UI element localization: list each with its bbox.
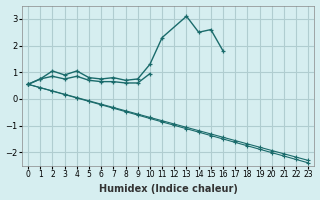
X-axis label: Humidex (Indice chaleur): Humidex (Indice chaleur) <box>99 184 238 194</box>
